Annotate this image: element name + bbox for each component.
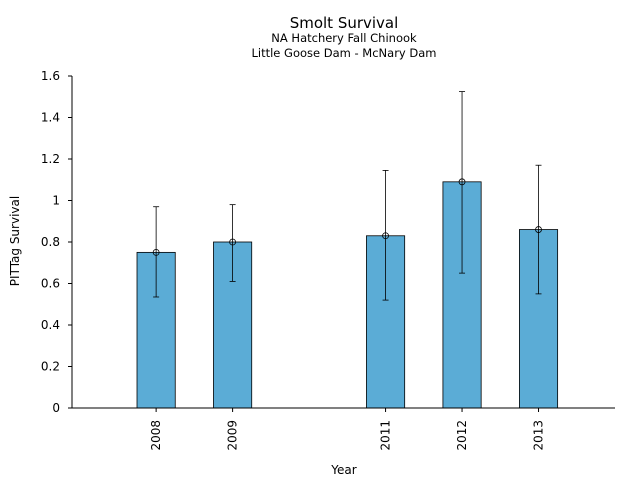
x-tick-label-2008: 2008 — [149, 420, 163, 451]
chart-subtitle-line-2: Little Goose Dam - McNary Dam — [251, 46, 436, 60]
x-ticks-group: 2008 2009 2011 2012 2013 — [149, 408, 546, 451]
point-marker-2009 — [229, 238, 237, 246]
point-marker-2012 — [458, 178, 466, 186]
x-tick-label-2013: 2013 — [532, 420, 546, 451]
y-axis-label: PITTag Survival — [8, 196, 22, 286]
point-marker-2013 — [535, 226, 542, 233]
y-tick-label: 1 — [52, 194, 60, 208]
y-tick-label: 0.6 — [41, 277, 60, 291]
y-tick-label: 1.6 — [41, 69, 60, 83]
x-axis-label: Year — [330, 463, 356, 477]
y-tick-label: 0.2 — [41, 360, 60, 374]
point-marker-2011 — [382, 232, 389, 240]
y-tick-label: 0.8 — [41, 235, 60, 249]
y-tick-label: 0.4 — [41, 318, 60, 332]
chart-subtitle-line-1: NA Hatchery Fall Chinook — [271, 31, 417, 45]
x-tick-label-2009: 2009 — [226, 420, 240, 451]
y-ticks-group: 0 0.2 0.4 0.6 0.8 1 1.2 1.4 1.6 — [41, 69, 72, 415]
bars-group — [136, 181, 559, 409]
x-tick-label-2012: 2012 — [455, 420, 469, 451]
y-tick-label: 1.2 — [41, 152, 60, 166]
error-bars-group — [152, 91, 542, 301]
x-tick-label-2011: 2011 — [379, 420, 393, 451]
point-marker-2008 — [152, 248, 160, 256]
y-tick-label: 0 — [52, 401, 60, 415]
chart-title: Smolt Survival — [290, 14, 399, 32]
y-tick-label: 1.4 — [41, 111, 60, 125]
